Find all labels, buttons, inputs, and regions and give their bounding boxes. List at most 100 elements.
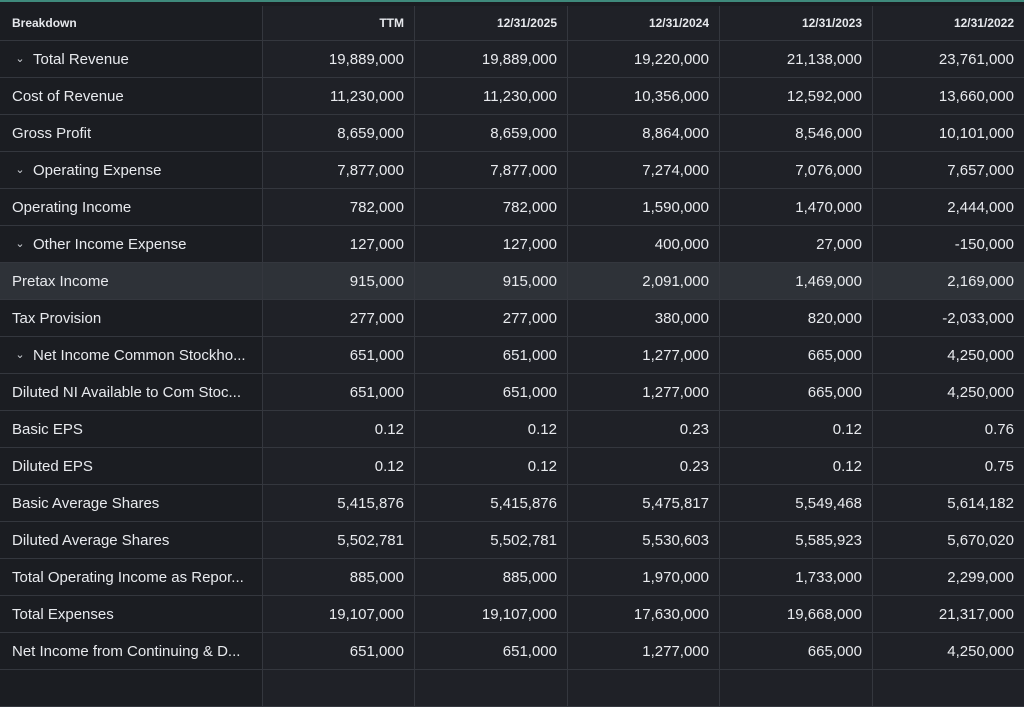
row-value-cell: 5,502,781 [262,522,414,558]
row-value-cell: 915,000 [414,263,567,299]
row-value-cell: 2,091,000 [567,263,719,299]
row-value-cell: 2,169,000 [872,263,1024,299]
row-label-cell: Total Operating Income as Repor... [0,559,262,595]
row-value-cell: 1,733,000 [719,559,872,595]
row-label-cell: Basic Average Shares [0,485,262,521]
column-header-2023[interactable]: 12/31/2023 [719,6,872,40]
row-value-cell: 5,585,923 [719,522,872,558]
row-value-cell: 10,101,000 [872,115,1024,151]
table-row[interactable]: ⌄ Total Revenue 19,889,000 19,889,000 19,220… [0,41,1024,78]
row-value-cell: 5,530,603 [567,522,719,558]
row-value-cell: 651,000 [262,374,414,410]
row-value-cell: 23,761,000 [872,41,1024,77]
row-label-cell: Pretax Income [0,263,262,299]
table-row: Operating Income 782,000 782,000 1,590,000 1… [0,189,1024,226]
row-value-cell: 7,274,000 [567,152,719,188]
row-value-cell [719,670,872,706]
row-value-cell: 2,444,000 [872,189,1024,225]
row-value-cell: 665,000 [719,633,872,669]
row-value-cell: 19,107,000 [262,596,414,632]
row-value-cell: 1,277,000 [567,633,719,669]
row-value-cell: 5,549,468 [719,485,872,521]
column-header-ttm[interactable]: TTM [262,6,414,40]
row-label: Other Income Expense [33,235,187,253]
row-value-cell [872,670,1024,706]
row-value-cell: 5,670,020 [872,522,1024,558]
chevron-down-icon[interactable]: ⌄ [15,163,25,176]
row-value-cell: 7,076,000 [719,152,872,188]
row-value-cell: 7,657,000 [872,152,1024,188]
row-value-cell: 651,000 [262,337,414,373]
row-label-cell: Total Expenses [0,596,262,632]
row-value-cell: 885,000 [414,559,567,595]
row-value-cell: 4,250,000 [872,337,1024,373]
row-value-cell: 5,614,182 [872,485,1024,521]
row-value-cell: 5,475,817 [567,485,719,521]
row-value-cell: 665,000 [719,337,872,373]
row-label: Gross Profit [12,124,92,142]
row-label: Basic Average Shares [12,494,160,512]
column-header-2025[interactable]: 12/31/2025 [414,6,567,40]
row-value-cell: 8,864,000 [567,115,719,151]
row-value-cell: 4,250,000 [872,374,1024,410]
row-value-cell: 10,356,000 [567,78,719,114]
table-body: ⌄ Total Revenue 19,889,000 19,889,000 19,220… [0,41,1024,707]
row-value-cell [262,670,414,706]
table-row[interactable]: ⌄ Operating Expense 7,877,000 7,877,000 7,27… [0,152,1024,189]
row-value-cell: 1,970,000 [567,559,719,595]
row-label-cell[interactable]: ⌄ Operating Expense [0,152,262,188]
column-header-2024[interactable]: 12/31/2024 [567,6,719,40]
table-row: Diluted NI Available to Com Stoc... 651,0… [0,374,1024,411]
chevron-down-icon[interactable]: ⌄ [15,348,25,361]
row-label-cell: Cost of Revenue [0,78,262,114]
row-value-cell: 665,000 [719,374,872,410]
row-value-cell: 1,277,000 [567,337,719,373]
table-row: Basic EPS 0.12 0.12 0.23 0.12 0.76 [0,411,1024,448]
table-row: Gross Profit 8,659,000 8,659,000 8,864,000 8… [0,115,1024,152]
table-row: Total Expenses 19,107,000 19,107,000 17,630… [0,596,1024,633]
row-value-cell: 380,000 [567,300,719,336]
chevron-down-icon[interactable]: ⌄ [15,237,25,250]
row-value-cell: 21,138,000 [719,41,872,77]
row-value-cell: 1,469,000 [719,263,872,299]
row-label-cell[interactable]: ⌄ Net Income Common Stockho... [0,337,262,373]
column-header-2022[interactable]: 12/31/2022 [872,6,1024,40]
row-value-cell: 2,299,000 [872,559,1024,595]
row-label-cell [0,670,262,706]
row-label-cell[interactable]: ⌄ Other Income Expense [0,226,262,262]
row-value-cell: 651,000 [414,337,567,373]
row-value-cell: 7,877,000 [414,152,567,188]
table-row: Basic Average Shares 5,415,876 5,415,876 5,… [0,485,1024,522]
row-value-cell: 127,000 [414,226,567,262]
row-value-cell: 277,000 [262,300,414,336]
row-label-cell: Operating Income [0,189,262,225]
row-value-cell: 0.12 [262,448,414,484]
row-label: Basic EPS [12,420,83,438]
row-value-cell: 5,502,781 [414,522,567,558]
row-value-cell: 8,659,000 [414,115,567,151]
row-value-cell: 0.12 [414,448,567,484]
row-label: Total Operating Income as Repor... [12,568,244,586]
row-value-cell: 651,000 [414,374,567,410]
row-value-cell: 5,415,876 [414,485,567,521]
row-label-cell: Net Income from Continuing & D... [0,633,262,669]
row-value-cell: 19,220,000 [567,41,719,77]
row-value-cell: 400,000 [567,226,719,262]
table-row[interactable]: ⌄ Net Income Common Stockho... 651,000 651,… [0,337,1024,374]
row-label: Total Revenue [33,50,129,68]
row-label: Diluted NI Available to Com Stoc... [12,383,241,401]
table-row: Total Operating Income as Repor... 885,00… [0,559,1024,596]
table-row[interactable]: ⌄ Other Income Expense 127,000 127,000 400,0… [0,226,1024,263]
row-value-cell: 8,659,000 [262,115,414,151]
table-row: Pretax Income 915,000 915,000 2,091,000 1,46… [0,263,1024,300]
row-value-cell: 0.12 [414,411,567,447]
row-value-cell: 915,000 [262,263,414,299]
row-label-cell[interactable]: ⌄ Total Revenue [0,41,262,77]
table-row: Diluted EPS 0.12 0.12 0.23 0.12 0.75 [0,448,1024,485]
chevron-down-icon[interactable]: ⌄ [15,52,25,65]
row-label-cell: Gross Profit [0,115,262,151]
row-label: Tax Provision [12,309,102,327]
row-label-cell: Diluted EPS [0,448,262,484]
row-value-cell [414,670,567,706]
row-value-cell: 17,630,000 [567,596,719,632]
